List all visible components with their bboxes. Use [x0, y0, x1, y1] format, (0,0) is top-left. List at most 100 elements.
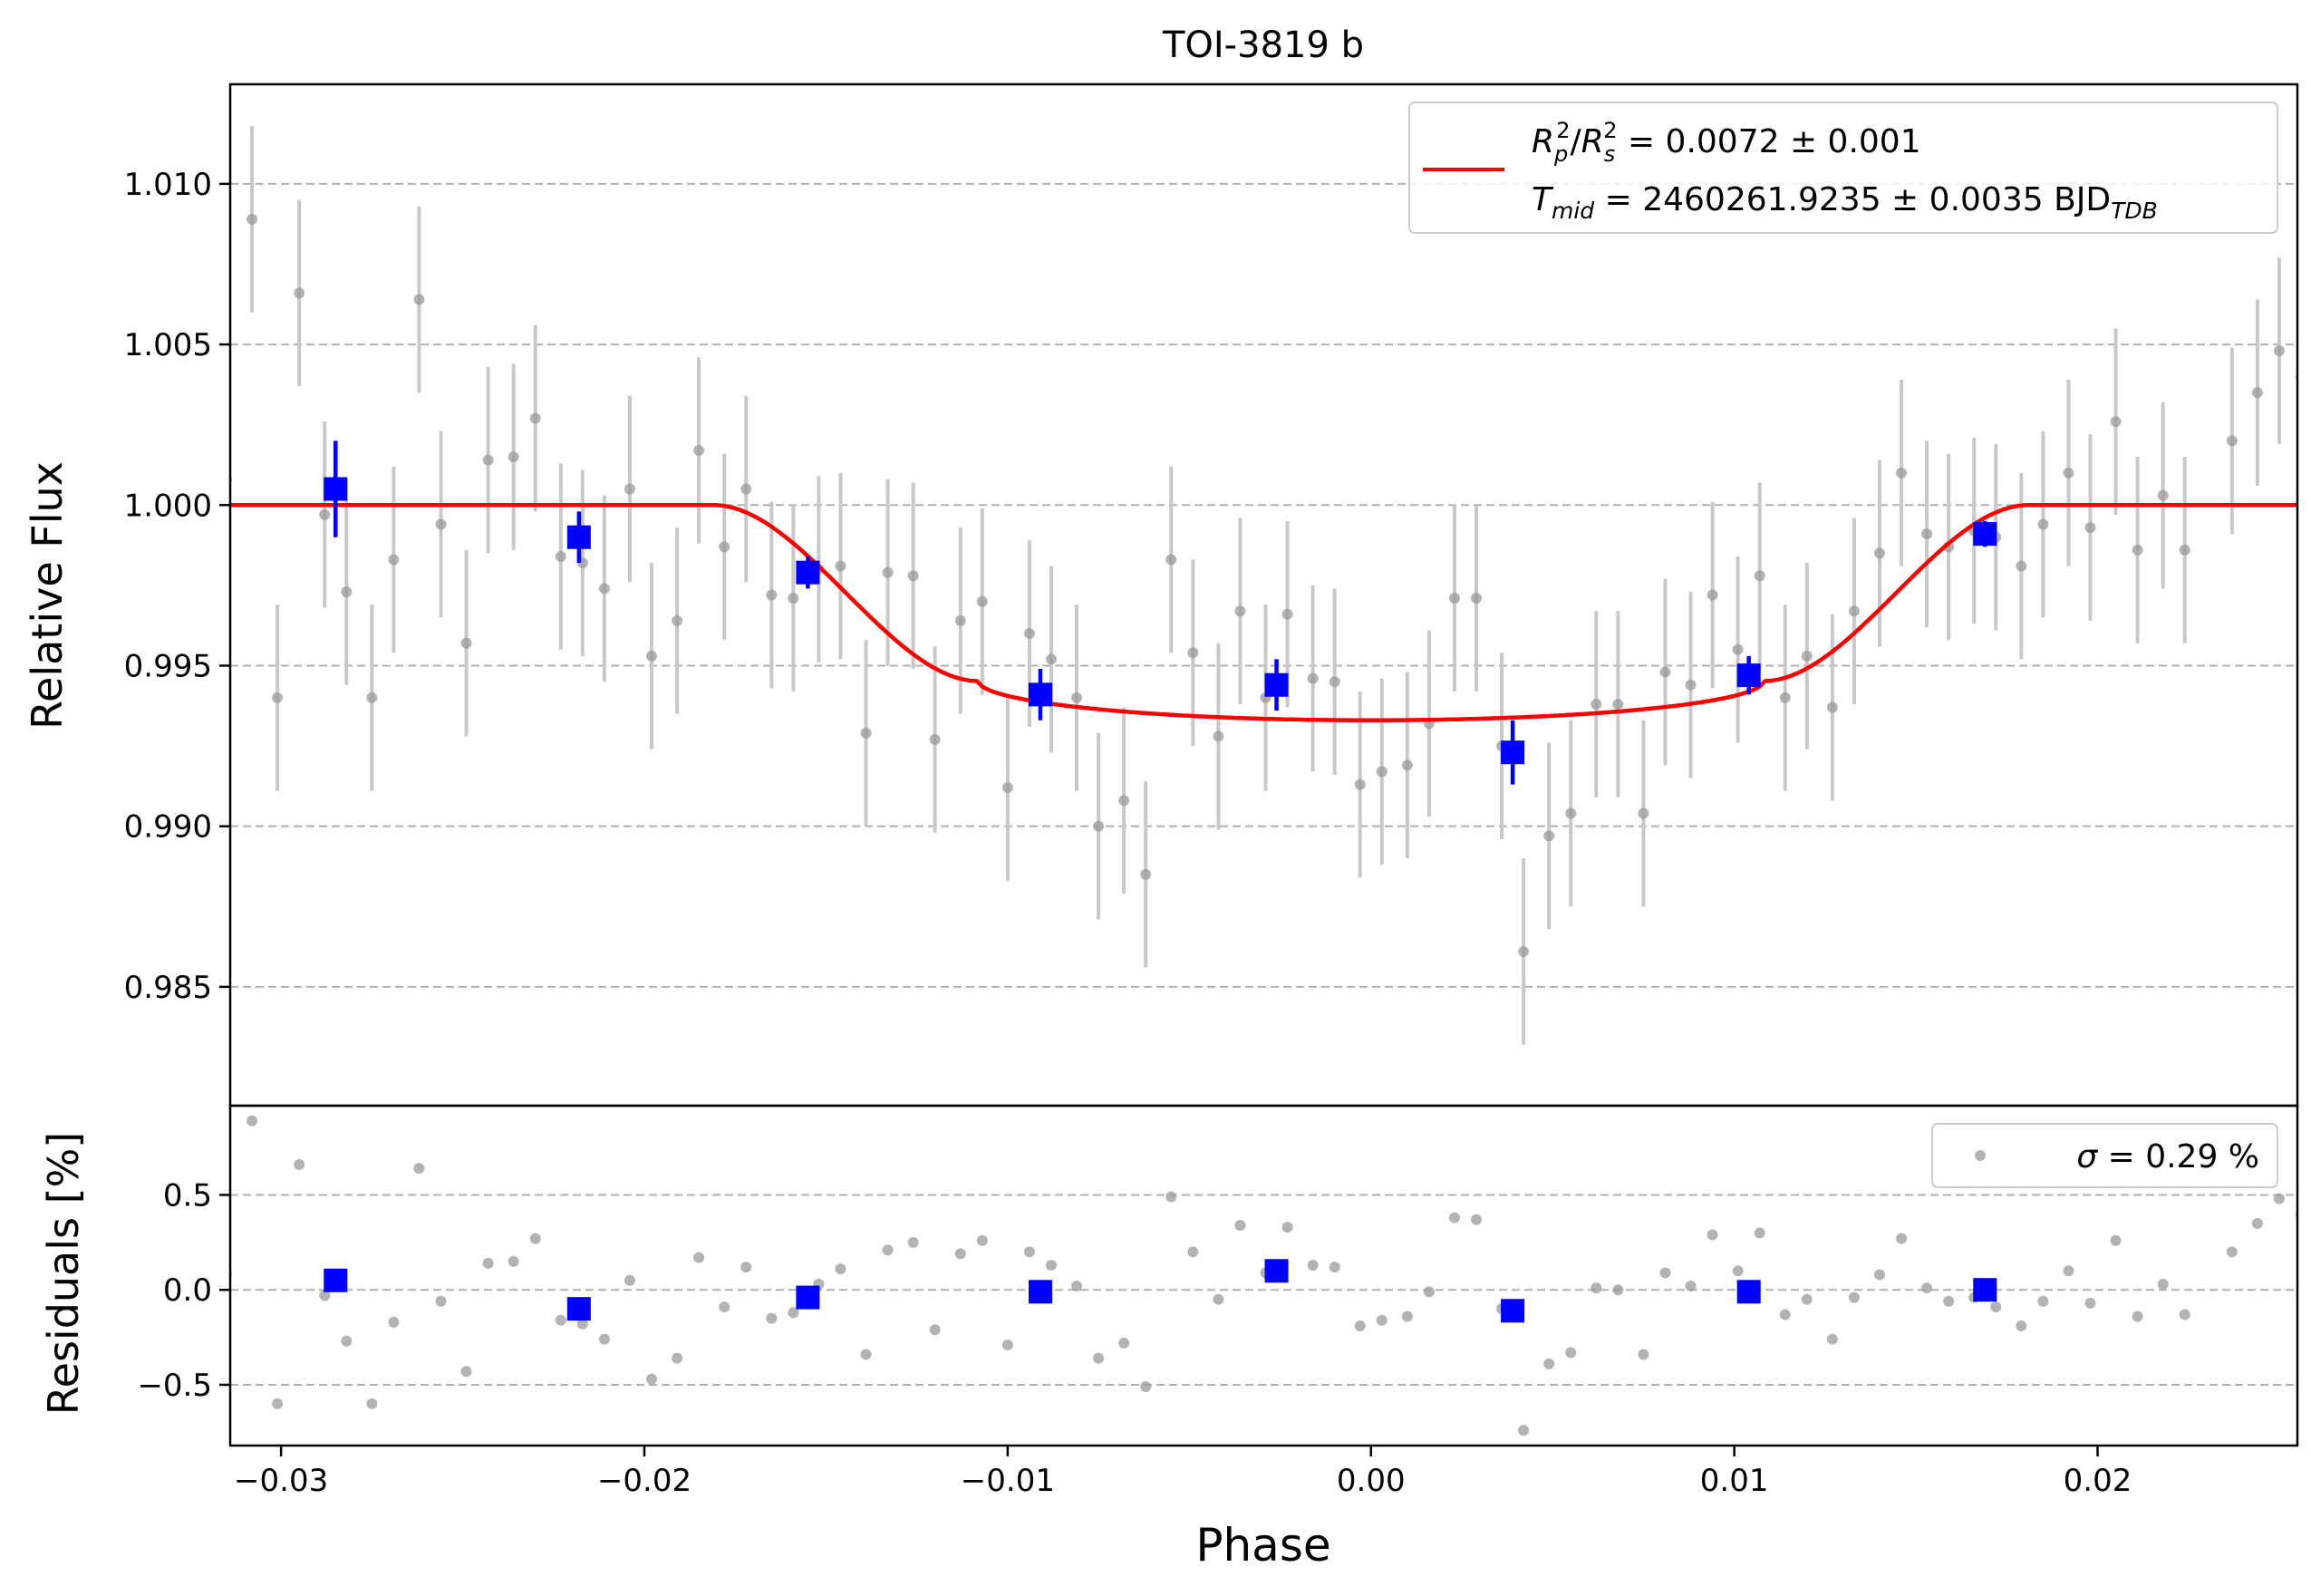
bottom-legend-box [1931, 1123, 2278, 1188]
flux-point [1140, 868, 1152, 880]
top-panel: 0.985 0.990 0.995 1.000 1.005 1.010 Relative … [23, 82, 2299, 1108]
xtick-label: 0.02 [2064, 1463, 2132, 1499]
flux-point [1165, 554, 1177, 566]
residual-point [976, 1234, 988, 1246]
residual-point [1023, 1246, 1035, 1258]
flux-point [435, 518, 447, 530]
bottom-axes-frame [228, 1104, 2299, 1447]
flux-point [672, 614, 683, 626]
flux-point [2110, 416, 2122, 428]
legend-t-symbol: T [1532, 181, 1554, 218]
residual-point [319, 1290, 331, 1301]
flux-point [1801, 650, 1813, 662]
flux-point [2063, 467, 2074, 479]
binned-residual-point [566, 1297, 591, 1321]
flux-point [1565, 808, 1577, 819]
residual-point [341, 1335, 353, 1347]
flux-point [319, 508, 331, 520]
residual-point [1213, 1293, 1224, 1305]
residual-point [860, 1349, 872, 1360]
flux-point [954, 614, 966, 626]
residual-point [1543, 1358, 1555, 1369]
top-legend: Rp2/Rs2 = 0.0072 ± 0.001 Tmid = 2460261.… [1408, 102, 2278, 234]
residual-point [1612, 1284, 1624, 1296]
residual-point [766, 1312, 778, 1324]
binned-residual-point [1501, 1299, 1525, 1323]
flux-point [247, 213, 258, 225]
residual-point [1281, 1222, 1293, 1233]
residual-point [1140, 1381, 1152, 1393]
flux-point [1001, 782, 1013, 794]
legend-depth-value: = 0.0072 ± 0.001 [1617, 123, 1920, 160]
top-ytick-layer: 0.985 0.990 0.995 1.000 1.005 1.010 [124, 167, 230, 1006]
residual-point [1093, 1352, 1105, 1364]
flux-point [1896, 467, 1908, 479]
residual-point [1873, 1269, 1885, 1281]
residual-point [2037, 1295, 2049, 1307]
legend-r-symbol-2: R [1581, 123, 1604, 160]
residual-point [1354, 1320, 1366, 1332]
flux-point [2084, 522, 2096, 534]
flux-point [1281, 608, 1293, 620]
residual-point [529, 1233, 541, 1244]
bottom-panel: −0.5 0.0 0.5 −0.03 −0.02 −0.01 0.00 0.01 0.02 R… [39, 1104, 2299, 1572]
residual-point [2110, 1234, 2122, 1246]
residual-point [1896, 1233, 1908, 1244]
residual-point [719, 1301, 730, 1313]
residual-point [1401, 1311, 1413, 1322]
top-ytick-label: 0.995 [124, 648, 212, 684]
flux-point [907, 570, 919, 582]
legend-depth-entry: Rp2/Rs2 = 0.0072 ± 0.001 [1532, 118, 1921, 167]
flux-point [2226, 435, 2238, 447]
flux-point [1071, 692, 1083, 703]
residual-point [1754, 1227, 1765, 1239]
residual-point [1518, 1425, 1530, 1436]
residual-point [1732, 1265, 1744, 1277]
flux-point [1329, 676, 1340, 688]
flux-point [272, 692, 284, 703]
residual-point [1779, 1309, 1791, 1320]
flux-point [598, 583, 610, 595]
flux-point [2251, 387, 2263, 399]
residual-point [1234, 1219, 1246, 1231]
residual-point [576, 1318, 588, 1330]
residual-point [460, 1366, 472, 1378]
flux-point [2016, 560, 2027, 572]
flux-point [1118, 795, 1130, 807]
flux-point [294, 287, 305, 299]
binned-residual-point [1264, 1259, 1289, 1283]
residual-point [646, 1373, 658, 1385]
residual-point [1329, 1262, 1340, 1273]
top-axes-frame [228, 82, 2299, 1108]
residual-point [672, 1352, 683, 1364]
flux-point [860, 727, 872, 739]
flux-point [1093, 820, 1105, 832]
legend-sigma-entry: σ = 0.29 % [2076, 1138, 2259, 1175]
residual-point [435, 1295, 447, 1307]
binned-flux-point [1736, 663, 1761, 688]
residual-point [2132, 1311, 2143, 1322]
flux-point [1826, 701, 1838, 713]
flux-point [1401, 759, 1413, 771]
flux-point [1873, 547, 1885, 559]
flux-point [1234, 605, 1246, 617]
flux-point [2157, 489, 2169, 501]
residual-point [247, 1115, 258, 1127]
residual-point [882, 1244, 894, 1256]
flux-point [976, 595, 988, 607]
residual-point [1591, 1282, 1602, 1294]
top-y-axis-label: Relative Flux [23, 461, 72, 730]
residual-point [1187, 1246, 1199, 1258]
residual-point [1165, 1191, 1177, 1203]
flux-point [1045, 653, 1057, 665]
flux-point [646, 650, 658, 662]
top-ytick-label: 1.010 [124, 167, 212, 203]
xtick-label: 0.00 [1337, 1463, 1406, 1499]
residual-point [929, 1324, 941, 1336]
residual-point [1638, 1349, 1649, 1360]
residual-point [1071, 1281, 1083, 1292]
residual-point [1659, 1267, 1671, 1279]
flux-point [2132, 544, 2143, 556]
flux-point [1543, 830, 1555, 842]
residual-point [1001, 1339, 1013, 1350]
